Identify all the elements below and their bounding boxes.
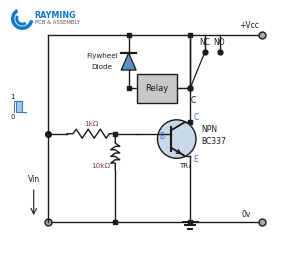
- Text: C: C: [190, 96, 195, 105]
- Bar: [16, 101, 22, 112]
- Text: C: C: [193, 113, 199, 122]
- Text: NC: NC: [199, 38, 210, 47]
- Wedge shape: [11, 9, 33, 30]
- Text: Relay: Relay: [145, 84, 168, 93]
- Text: BC337: BC337: [201, 137, 226, 146]
- Text: PCB & ASSEMBLY: PCB & ASSEMBLY: [35, 20, 80, 25]
- Text: RAYMING: RAYMING: [35, 11, 76, 20]
- Text: Vin: Vin: [28, 175, 40, 184]
- Text: NPN: NPN: [201, 125, 217, 134]
- Bar: [137, 73, 177, 103]
- Text: Diode: Diode: [91, 64, 112, 70]
- Circle shape: [158, 120, 196, 158]
- Text: 1kΩ: 1kΩ: [84, 121, 99, 127]
- Polygon shape: [121, 53, 136, 70]
- Wedge shape: [15, 15, 27, 26]
- Text: E: E: [193, 155, 198, 164]
- Text: TR₁: TR₁: [179, 163, 191, 169]
- Text: Flywheel: Flywheel: [86, 53, 118, 59]
- Text: 10kΩ: 10kΩ: [91, 163, 110, 169]
- Text: +Vcc: +Vcc: [239, 21, 259, 30]
- Text: B: B: [159, 132, 164, 141]
- Text: 0v: 0v: [242, 210, 251, 219]
- Text: NO: NO: [214, 38, 225, 47]
- Text: 1: 1: [11, 94, 15, 100]
- Text: 0: 0: [11, 114, 15, 120]
